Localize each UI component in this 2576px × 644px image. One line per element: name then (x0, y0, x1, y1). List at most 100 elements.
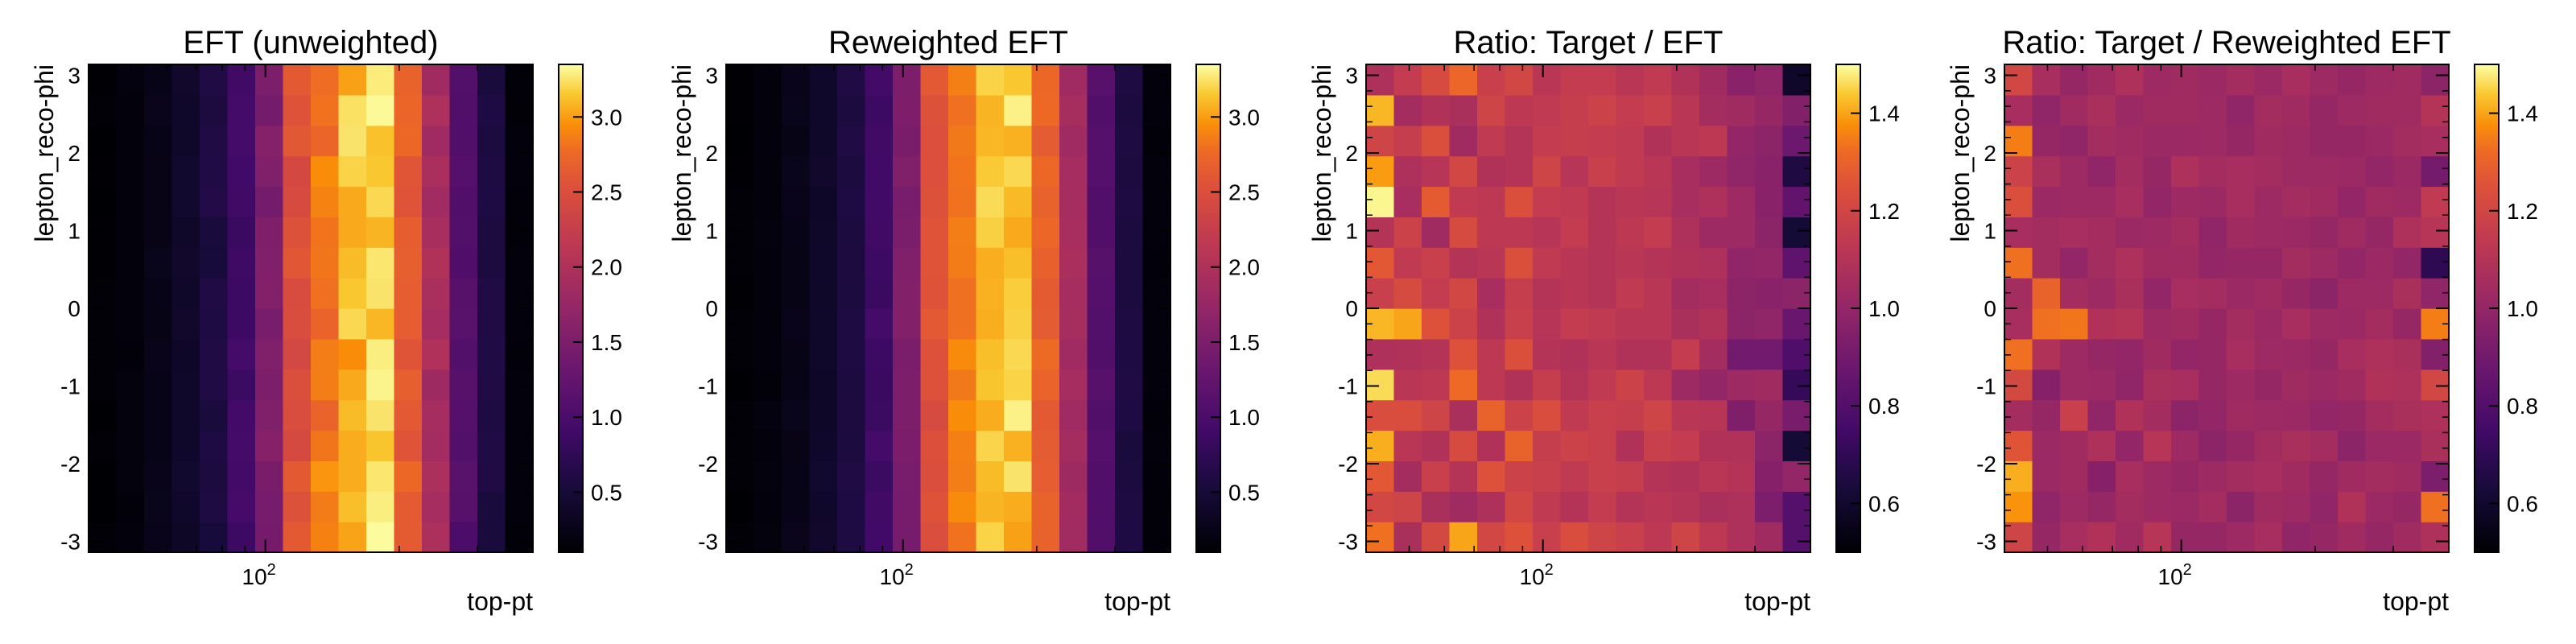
heatmap-cell (1366, 155, 1395, 188)
heatmap-cell (283, 278, 312, 309)
heatmap-cell (782, 369, 811, 401)
heatmap-cell (1644, 217, 1673, 248)
heatmap-cell (1699, 64, 1728, 96)
heatmap-cell (2338, 155, 2367, 188)
heatmap-cell (1588, 430, 1617, 461)
heatmap-cell (2087, 125, 2116, 157)
y-tick-label: 0 (705, 296, 718, 321)
heatmap-cell (1755, 247, 1784, 279)
x-tick-label: 102 (242, 561, 276, 589)
heatmap-cell (920, 217, 949, 248)
heatmap-cell (726, 460, 755, 492)
heatmap-cell (1422, 278, 1451, 309)
heatmap-cell (1477, 369, 1506, 401)
heatmap-cell (2198, 491, 2227, 522)
heatmap-cell (1115, 278, 1144, 309)
heatmap-cell (2282, 247, 2311, 279)
heatmap-cell (2338, 64, 2367, 96)
colorbar-tick-label: 0.6 (1868, 491, 1900, 516)
heatmap-cell (1422, 247, 1451, 279)
chart-title: Reweighted EFT (828, 25, 1068, 60)
heatmap-cell (837, 94, 866, 126)
heatmap-cell (893, 278, 922, 309)
heatmap-cell (865, 155, 894, 188)
heatmap-cell (1449, 247, 1478, 279)
heatmap-cell (2365, 399, 2394, 431)
heatmap-cell (2143, 369, 2172, 401)
heatmap-cell (1727, 399, 1756, 431)
heatmap-cell (449, 278, 478, 309)
heatmap-cell (2227, 430, 2256, 461)
heatmap-cell (2365, 522, 2394, 553)
heatmap-cell (1059, 460, 1088, 492)
heatmap-cell (1004, 491, 1033, 522)
heatmap-cell (255, 522, 284, 553)
heatmap-cell (2116, 369, 2145, 401)
heatmap-cell (1393, 430, 1422, 461)
heatmap-cell (782, 125, 811, 157)
heatmap-cell (1366, 94, 1395, 126)
heatmap-cell (1644, 308, 1673, 340)
heatmap-cell (2004, 369, 2033, 401)
y-tick-label: 3 (705, 64, 718, 89)
heatmap-cell (865, 64, 894, 96)
heatmap-cell (1505, 64, 1534, 96)
heatmap-cell (2116, 460, 2145, 492)
heatmap-cell (477, 460, 506, 492)
heatmap-cell (753, 308, 782, 340)
heatmap-cell (1699, 278, 1728, 309)
heatmap-cell (366, 522, 395, 553)
heatmap-cell (1644, 430, 1673, 461)
heatmap-cell (200, 94, 229, 126)
heatmap-cell (1782, 460, 1811, 492)
heatmap-cell (338, 491, 367, 522)
heatmap-cell (366, 308, 395, 340)
heatmap-cell (2171, 155, 2200, 188)
heatmap-cell (227, 247, 256, 279)
heatmap-cell (2227, 460, 2256, 492)
heatmap-cell (1588, 186, 1617, 217)
heatmap-cell (1115, 338, 1144, 370)
heatmap-cell (753, 522, 782, 553)
heatmap-cell (255, 399, 284, 431)
colorbar: 0.6 0.8 1.0 1.2 1.4 (2474, 64, 2538, 553)
heatmap-cell (338, 186, 367, 217)
heatmap-cell (2365, 308, 2394, 340)
heatmap-cell (2171, 522, 2200, 553)
heatmap-cell (477, 491, 506, 522)
heatmap-cell (1782, 125, 1811, 157)
heatmap-cell (1449, 491, 1478, 522)
heatmap-cell (255, 369, 284, 401)
heatmap-cell (2365, 186, 2394, 217)
heatmap-cell (837, 308, 866, 340)
heatmap-cell (1505, 430, 1534, 461)
heatmap-cell (144, 155, 173, 188)
heatmap-cell (171, 430, 200, 461)
heatmap-cell (948, 460, 977, 492)
heatmap-cell (116, 125, 145, 157)
heatmap-cell (1059, 491, 1088, 522)
heatmap-cell (477, 247, 506, 279)
heatmap-cell (2421, 125, 2450, 157)
heatmap-cell (227, 522, 256, 553)
heatmap-cell (782, 186, 811, 217)
heatmap-cell (1727, 491, 1756, 522)
heatmap-cell (422, 247, 451, 279)
heatmap-cell (920, 186, 949, 217)
heatmap-cell (1671, 125, 1700, 157)
heatmap-cell (116, 64, 145, 96)
heatmap-cell (227, 125, 256, 157)
y-tick-label: 3 (1984, 64, 1996, 89)
heatmap-cell (227, 278, 256, 309)
heatmap-cell (1699, 94, 1728, 126)
colorbar-tick-label: 1.0 (1228, 405, 1260, 430)
x-tick-label: 102 (2158, 561, 2192, 589)
heatmap-cell (1533, 64, 1562, 96)
heatmap-cell (1588, 308, 1617, 340)
heatmap-cell (865, 217, 894, 248)
heatmap-cell (283, 399, 312, 431)
heatmap-cell (920, 399, 949, 431)
heatmap-cell (1366, 460, 1395, 492)
heatmap-cell (1059, 186, 1088, 217)
heatmap-cell (726, 399, 755, 431)
